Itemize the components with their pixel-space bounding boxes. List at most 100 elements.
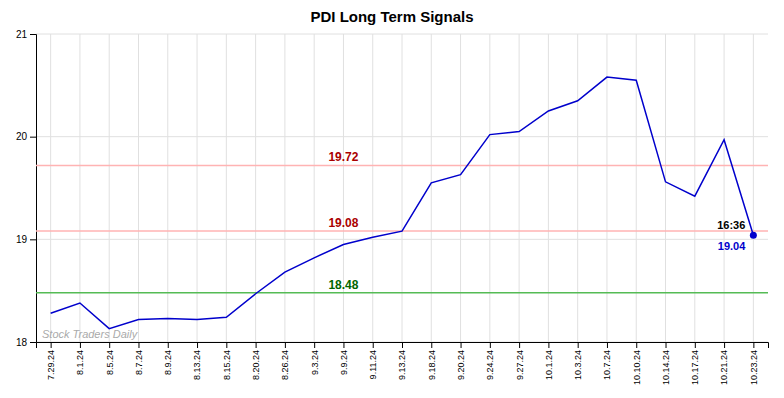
grid-line-x [197, 34, 198, 342]
grid-line-x [138, 34, 139, 342]
last-time-label: 16:36 [717, 219, 745, 231]
x-tick: 8.13.24 [192, 342, 202, 380]
x-tick-mark [695, 342, 696, 348]
y-tick-label: 21 [16, 29, 28, 40]
grid-line-x [79, 34, 80, 342]
x-tick-mark [226, 342, 227, 348]
x-tick-label: 8.26.24 [280, 350, 290, 380]
y-tick-mark [30, 137, 36, 138]
x-tick-label: 8.13.24 [192, 350, 202, 380]
y-axis: 18192021 [16, 29, 37, 348]
x-tick-label: 8.7.24 [134, 350, 144, 375]
x-tick: 10.21.24 [719, 342, 729, 385]
x-tick: 10.23.24 [749, 342, 759, 385]
y-axis-line [30, 35, 37, 343]
x-tick-mark [607, 342, 608, 348]
reference-label: 18.48 [328, 278, 358, 292]
x-tick-mark [373, 342, 374, 348]
x-tick: 9.13.24 [397, 342, 407, 380]
y-tick: 21 [16, 29, 36, 40]
grid-line-x [694, 34, 695, 342]
x-tick-mark [724, 342, 725, 348]
y-tick: 19 [16, 234, 36, 245]
x-tick: 8.5.24 [105, 342, 115, 375]
reference-label: 19.08 [328, 216, 358, 230]
y-tick-mark [30, 239, 36, 240]
y-tick-label: 20 [16, 131, 28, 142]
title: PDI Long Term Signals [310, 8, 473, 25]
y-tick: 20 [16, 131, 36, 142]
x-tick: 9.20.24 [456, 342, 466, 380]
grid-line-x [372, 34, 373, 342]
grid-line-x [548, 34, 549, 342]
x-tick-label: 9.11.24 [368, 350, 378, 379]
x-tick-label: 9.27.24 [515, 350, 525, 380]
x-tick: 10.3.24 [573, 342, 583, 380]
x-tick: 9.18.24 [427, 342, 437, 380]
x-tick: 10.17.24 [690, 342, 700, 385]
x-tick-mark [461, 342, 462, 348]
x-tick-mark [80, 342, 81, 348]
x-tick-mark [314, 342, 315, 348]
x-tick-label: 10.23.24 [749, 350, 759, 385]
x-tick: 10.10.24 [632, 342, 642, 385]
x-axis: 7.29.24 8.1.24 8.5.24 8.7.24 8.9.24 8.13.24 8.… [37, 342, 769, 385]
x-tick: 9.11.24 [368, 342, 378, 379]
reference-label: 19.72 [328, 150, 358, 164]
grid-line-x [226, 34, 227, 342]
x-tick-label: 10.7.24 [602, 350, 612, 380]
x-tick-mark [51, 342, 52, 348]
x-tick-label: 8.20.24 [251, 350, 261, 380]
grid-line-x [577, 34, 578, 342]
x-tick-label: 8.15.24 [222, 350, 232, 380]
x-tick-label: 10.21.24 [719, 350, 729, 385]
grid-line-x [606, 34, 607, 342]
chart: 7.29.24 8.1.24 8.5.24 8.7.24 8.9.24 8.13.24 8.… [0, 0, 784, 398]
x-tick-label: 10.10.24 [632, 350, 642, 385]
x-tick: 9.27.24 [515, 342, 525, 380]
x-tick: 9.9.24 [339, 342, 349, 375]
x-tick-mark [490, 342, 491, 348]
x-tick: 7.29.24 [46, 342, 56, 380]
grid-line-x [109, 34, 110, 342]
x-tick-label: 8.1.24 [75, 350, 85, 375]
x-tick: 8.1.24 [75, 342, 85, 375]
x-tick-mark [578, 342, 579, 348]
grid-line-x [255, 34, 256, 342]
x-tick-label: 8.5.24 [105, 350, 115, 375]
x-tick-label: 10.1.24 [544, 350, 554, 380]
x-tick-mark [256, 342, 257, 348]
x-tick-mark [431, 342, 432, 348]
y-tick-mark [30, 34, 36, 35]
grid-line-x [284, 34, 285, 342]
y-tick-label: 19 [16, 234, 28, 245]
reference-line [36, 165, 768, 167]
x-tick-label: 9.18.24 [427, 350, 437, 380]
x-tick-mark [753, 342, 754, 348]
x-tick-label: 9.3.24 [310, 350, 320, 375]
x-tick-mark [109, 342, 110, 348]
x-tick: 8.9.24 [163, 342, 173, 375]
reference-line [36, 292, 768, 294]
x-tick-mark [402, 342, 403, 348]
x-tick-mark [548, 342, 549, 348]
x-tick: 8.7.24 [134, 342, 144, 375]
x-tick: 10.14.24 [661, 342, 671, 385]
x-tick: 8.15.24 [222, 342, 232, 380]
x-tick-mark [343, 342, 344, 348]
x-tick-mark [168, 342, 169, 348]
x-tick-label: 8.9.24 [163, 350, 173, 375]
x-tick-mark [285, 342, 286, 348]
x-tick: 10.7.24 [602, 342, 612, 380]
x-tick-mark [197, 342, 198, 348]
x-tick-label: 9.24.24 [485, 350, 495, 380]
grid-line-x [402, 34, 403, 342]
x-tick-label: 7.29.24 [46, 350, 56, 380]
x-tick-label: 9.20.24 [456, 350, 466, 380]
x-tick-mark [666, 342, 667, 348]
grid-line-x [724, 34, 725, 342]
x-tick-mark [636, 342, 637, 348]
x-tick-label: 10.14.24 [661, 350, 671, 385]
grid-line-x [489, 34, 490, 342]
x-tick-label: 10.17.24 [690, 350, 700, 385]
